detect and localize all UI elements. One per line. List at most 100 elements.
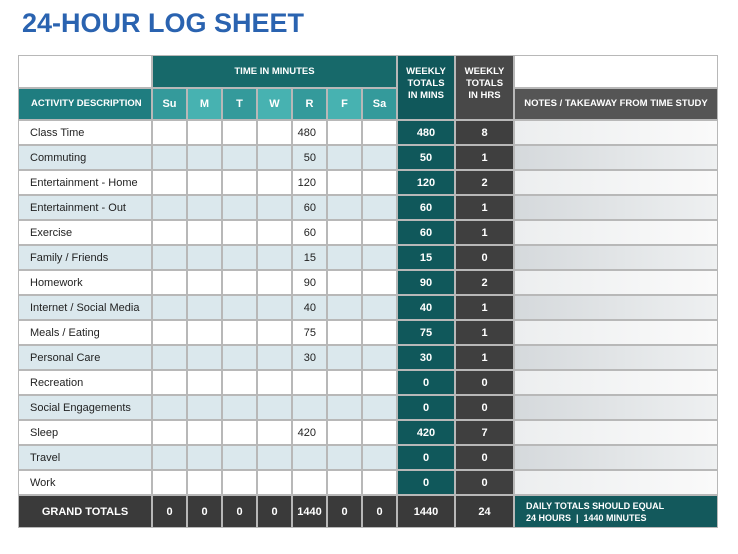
- day-minutes: [152, 370, 187, 395]
- weekly-hrs: 1: [455, 220, 514, 245]
- day-total: 0: [362, 495, 397, 528]
- day-minutes: [187, 320, 222, 345]
- notes: [514, 470, 718, 495]
- weekly-hrs: 0: [455, 445, 514, 470]
- day-minutes: [362, 345, 397, 370]
- notes-blank: [514, 55, 718, 88]
- totals-note: DAILY TOTALS SHOULD EQUAL 24 HOURS | 1440…: [514, 495, 718, 528]
- day-minutes: [152, 145, 187, 170]
- weekly-hrs: 1: [455, 345, 514, 370]
- activity: Entertainment - Home: [18, 170, 152, 195]
- day-minutes: 60: [292, 220, 327, 245]
- notes: [514, 120, 718, 145]
- day-minutes: [257, 320, 292, 345]
- day-minutes: [327, 345, 362, 370]
- day-header: T: [222, 88, 257, 120]
- day-minutes: [222, 470, 257, 495]
- note-line: DAILY TOTALS SHOULD EQUAL: [526, 500, 665, 511]
- day-minutes: [152, 345, 187, 370]
- day-minutes: 75: [292, 320, 327, 345]
- notes-header: NOTES / TAKEAWAY FROM TIME STUDY: [514, 88, 718, 120]
- day-minutes: [257, 245, 292, 270]
- day-header: M: [187, 88, 222, 120]
- notes: [514, 220, 718, 245]
- activity: Recreation: [18, 370, 152, 395]
- day-minutes: [327, 245, 362, 270]
- weekly-mins: 120: [397, 170, 455, 195]
- day-minutes: [327, 445, 362, 470]
- day-minutes: [362, 370, 397, 395]
- day-minutes: [152, 295, 187, 320]
- day-minutes: [292, 470, 327, 495]
- day-minutes: [222, 145, 257, 170]
- activity: Entertainment - Out: [18, 195, 152, 220]
- day-minutes: 480: [292, 120, 327, 145]
- totals-label: GRAND TOTALS: [18, 495, 152, 528]
- day-header: F: [327, 88, 362, 120]
- day-total: 0: [257, 495, 292, 528]
- day-minutes: [187, 145, 222, 170]
- day-minutes: [222, 245, 257, 270]
- day-minutes: [362, 420, 397, 445]
- day-minutes: [187, 470, 222, 495]
- day-minutes: [362, 445, 397, 470]
- notes: [514, 270, 718, 295]
- activity: Commuting: [18, 145, 152, 170]
- day-minutes: [152, 445, 187, 470]
- day-minutes: [187, 445, 222, 470]
- weekly-hrs: 2: [455, 270, 514, 295]
- day-minutes: [222, 420, 257, 445]
- day-minutes: [187, 245, 222, 270]
- day-minutes: [257, 270, 292, 295]
- day-minutes: [327, 270, 362, 295]
- time-header: TIME IN MINUTES: [152, 55, 397, 88]
- day-minutes: [327, 195, 362, 220]
- day-minutes: [222, 370, 257, 395]
- note-line: 24 HOURS | 1440 MINUTES: [526, 512, 647, 523]
- activity: Travel: [18, 445, 152, 470]
- day-minutes: [257, 370, 292, 395]
- day-minutes: [187, 345, 222, 370]
- weekly-hrs: 0: [455, 395, 514, 420]
- day-minutes: [187, 395, 222, 420]
- day-minutes: [222, 320, 257, 345]
- activity: Personal Care: [18, 345, 152, 370]
- weekly-mins: 0: [397, 445, 455, 470]
- weekly-mins: 50: [397, 145, 455, 170]
- day-minutes: [222, 220, 257, 245]
- day-header: Sa: [362, 88, 397, 120]
- weekly-hrs-header: WEEKLY TOTALS IN HRS: [455, 55, 514, 120]
- activity: Sleep: [18, 420, 152, 445]
- activity: Exercise: [18, 220, 152, 245]
- notes: [514, 170, 718, 195]
- day-minutes: [257, 420, 292, 445]
- day-minutes: [292, 395, 327, 420]
- activity: Internet / Social Media: [18, 295, 152, 320]
- day-minutes: [327, 470, 362, 495]
- weekly-mins: 75: [397, 320, 455, 345]
- day-minutes: [187, 170, 222, 195]
- day-minutes: [362, 295, 397, 320]
- day-minutes: [152, 395, 187, 420]
- day-minutes: [222, 345, 257, 370]
- day-minutes: 90: [292, 270, 327, 295]
- weekly-hrs: 1: [455, 320, 514, 345]
- notes: [514, 195, 718, 220]
- day-minutes: [257, 345, 292, 370]
- weekly-hrs: 1: [455, 295, 514, 320]
- notes: [514, 445, 718, 470]
- day-minutes: [152, 245, 187, 270]
- day-minutes: [187, 420, 222, 445]
- page-title: 24-HOUR LOG SHEET: [22, 8, 305, 38]
- day-minutes: [327, 395, 362, 420]
- day-minutes: [362, 270, 397, 295]
- weekly-mins: 0: [397, 395, 455, 420]
- activity: Work: [18, 470, 152, 495]
- day-minutes: [257, 195, 292, 220]
- day-minutes: [152, 320, 187, 345]
- day-minutes: [152, 195, 187, 220]
- day-total: 0: [187, 495, 222, 528]
- day-minutes: [187, 120, 222, 145]
- notes: [514, 145, 718, 170]
- day-minutes: [327, 370, 362, 395]
